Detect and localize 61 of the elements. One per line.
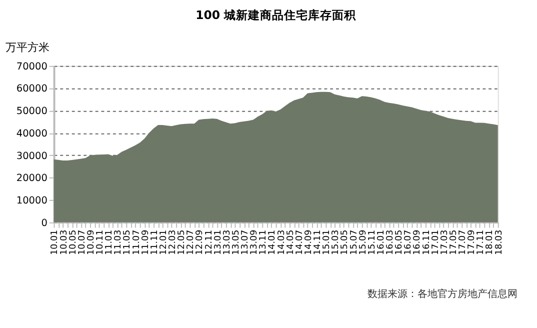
y-tick-label: 60000 [16, 84, 48, 95]
x-tick-label: 16.01 [376, 230, 386, 255]
x-tick-label: 13.03 [222, 230, 232, 255]
x-tick-label: 12.05 [177, 230, 188, 255]
y-tick-label: 30000 [16, 150, 48, 162]
y-tick-label: 20000 [16, 173, 48, 184]
x-tick-label: 13.11 [258, 230, 269, 255]
x-tick-label: 12.01 [158, 230, 169, 255]
x-tick-label: 13.07 [240, 230, 251, 255]
x-tick-label: 17.05 [448, 230, 459, 255]
chart-title: 100 城新建商品住宅库存面积 [196, 8, 358, 22]
x-tick-label: 11.01 [104, 230, 115, 255]
x-tick-label: 15.03 [331, 230, 342, 255]
x-tick-label: 15.05 [340, 230, 350, 255]
y-tick-label: 10000 [16, 195, 48, 206]
x-tick-label: 16.03 [386, 230, 396, 255]
x-tick-label: 10.05 [68, 230, 78, 255]
y-tick-label: 70000 [16, 61, 48, 72]
x-tick-label: 16.05 [394, 230, 405, 255]
y-tick-label: 0 [41, 218, 48, 229]
x-tick-label: 10.01 [50, 230, 60, 255]
x-tick-label: 12.03 [168, 230, 178, 255]
x-tick-label: 12.11 [204, 230, 214, 255]
x-tick-label: 15.09 [358, 230, 368, 255]
x-tick-label: 13.01 [213, 230, 224, 255]
x-tick-label: 10.07 [77, 230, 88, 255]
x-tick-label: 18.01 [485, 230, 496, 255]
x-tick-label: 18.03 [494, 230, 504, 255]
x-tick-label: 11.05 [122, 230, 133, 255]
x-tick-label: 15.01 [322, 230, 332, 255]
y-tick-label: 40000 [16, 128, 48, 140]
y-tick-label: 50000 [16, 106, 48, 118]
x-tick-label: 13.05 [231, 230, 242, 255]
x-tick-label: 11.09 [140, 230, 151, 255]
x-tick-label: 16.11 [422, 230, 432, 255]
x-tick-label: 15.07 [349, 230, 360, 255]
x-tick-label: 10.09 [86, 230, 96, 255]
x-tick-label: 13.09 [250, 230, 260, 255]
x-tick-label: 14.11 [313, 230, 324, 255]
x-tick-label: 16.07 [404, 230, 414, 255]
x-tick-label: 14.01 [268, 230, 278, 255]
x-tick-label: 15.11 [367, 230, 378, 255]
x-tick-label: 17.09 [467, 230, 478, 255]
x-tick-label: 17.07 [458, 230, 468, 255]
x-tick-label: 12.09 [195, 230, 206, 255]
x-tick-label: 16.09 [412, 230, 423, 255]
x-tick-label: 11.07 [132, 230, 142, 255]
x-tick-label: 14.05 [286, 230, 296, 255]
x-tick-label: 14.09 [304, 230, 314, 255]
x-tick-label: 14.07 [294, 230, 305, 255]
x-tick-label: 17.01 [430, 230, 441, 255]
x-tick-label: 17.03 [440, 230, 450, 255]
x-tick-label: 12.07 [186, 230, 196, 255]
x-tick-label: 11.11 [150, 230, 160, 255]
x-tick-label: 11.03 [114, 230, 124, 255]
x-tick-label: 17.11 [476, 230, 486, 255]
x-tick-label: 10.03 [59, 230, 70, 255]
y-axis-title: 万平方米 [5, 40, 50, 54]
x-tick-label: 10.11 [96, 230, 106, 255]
source-note: 数据来源：各地官方房地产信息网 [367, 288, 518, 300]
x-tick-label: 14.03 [276, 230, 287, 255]
